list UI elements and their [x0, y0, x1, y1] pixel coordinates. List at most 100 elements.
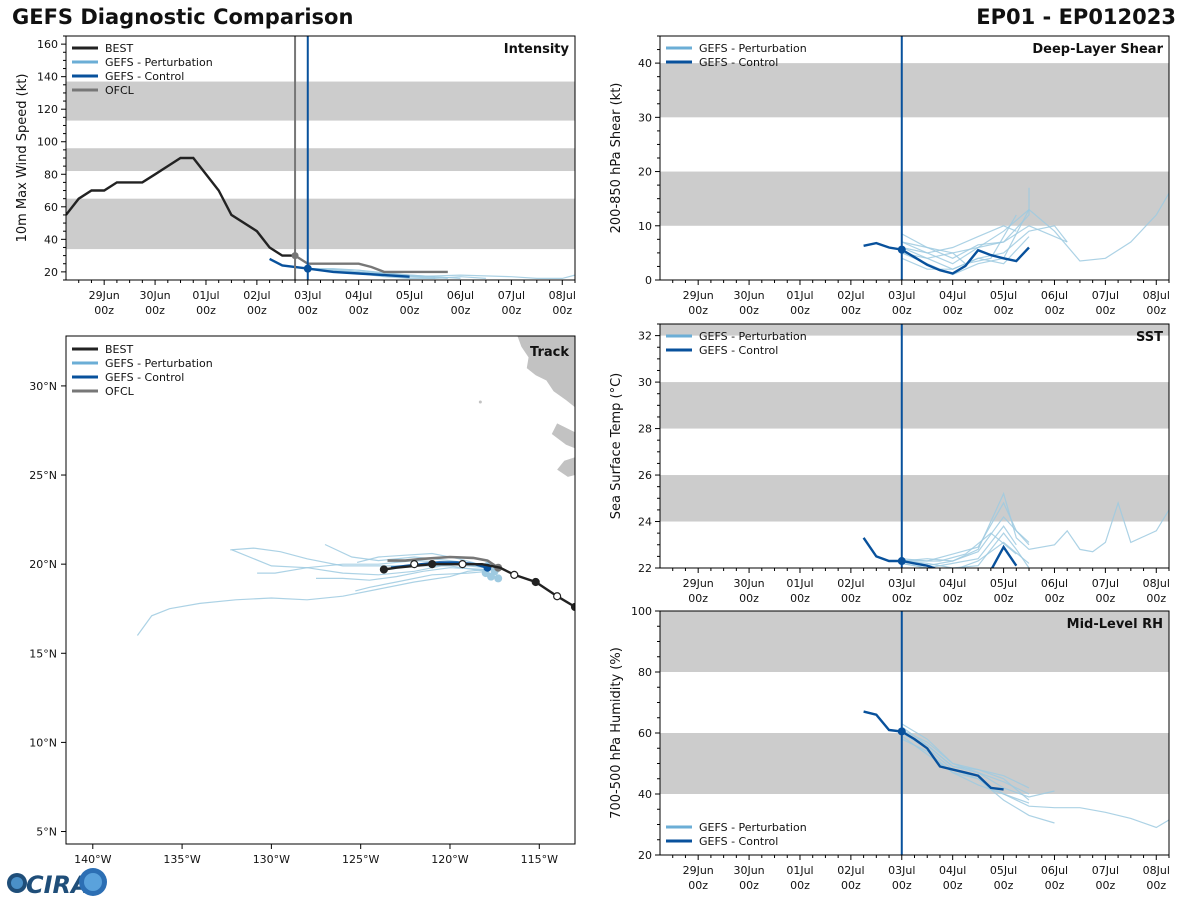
track-ytick-label: 25°N — [29, 469, 57, 482]
sst-xtick-label: 00z — [943, 592, 963, 605]
shear-ytick-label: 40 — [638, 57, 652, 70]
intensity-ytick-label: 60 — [44, 201, 58, 214]
intensity-ytick-label: 20 — [44, 266, 58, 279]
intensity-perturbation-line — [307, 268, 448, 279]
sst-xtick-label: 01Jul — [786, 577, 813, 590]
intensity-init-marker — [303, 264, 312, 273]
sst-frame — [659, 323, 1170, 569]
intensity-xtick-label: 07Jul — [498, 289, 525, 302]
sst-perturbation-line — [901, 532, 1030, 568]
rh-ytick-label: 60 — [638, 727, 652, 740]
track-perturbation-line — [356, 552, 486, 567]
shear-perturbation-line — [901, 214, 1017, 265]
intensity-xtick-label: 00z — [451, 304, 471, 317]
rh-ylabel: 700-500 hPa Humidity (%) — [609, 647, 624, 819]
rh-xtick-label: 00z — [841, 879, 861, 892]
intensity-band — [66, 148, 575, 172]
sst-control-line — [862, 537, 1018, 568]
intensity-xtick-label: 00z — [247, 304, 267, 317]
shear-xtick-label: 06Jul — [1041, 289, 1068, 302]
intensity-xtick-label: 00z — [196, 304, 216, 317]
track-ytick-label: 10°N — [29, 736, 57, 749]
track-xtick-label: 140°W — [74, 853, 111, 866]
shear-control-line — [863, 241, 1030, 275]
cira-logo-text: CIRA — [26, 871, 90, 899]
page-title: GEFS Diagnostic Comparison — [12, 5, 354, 29]
shear-xtick-label: 04Jul — [939, 289, 966, 302]
rh-xtick-label: 03Jul — [888, 864, 915, 877]
shear-band — [660, 171, 1169, 226]
sst-xtick-label: 00z — [790, 592, 810, 605]
track-legend-label: GEFS - Control — [105, 371, 184, 384]
rh-xtick-label: 00z — [688, 879, 708, 892]
rh-xtick-label: 08Jul — [1143, 864, 1170, 877]
rh-xtick-label: 00z — [1045, 879, 1065, 892]
intensity-ofcl-line — [294, 254, 448, 274]
track-perturbation-line — [316, 567, 486, 581]
sst-perturbation-line — [901, 525, 1017, 568]
shear-xtick-label: 29Jun — [683, 289, 714, 302]
intensity-ytick-label: 140 — [37, 71, 58, 84]
sst-ytick-label: 32 — [638, 330, 652, 343]
shear-perturbation-line — [901, 225, 1017, 254]
shear-xtick-label: 00z — [943, 304, 963, 317]
intensity-band — [66, 81, 575, 121]
track-land — [517, 336, 575, 408]
track-ytick-label: 20°N — [29, 558, 57, 571]
shear-ytick-label: 20 — [638, 166, 652, 179]
shear-ytick-label: 30 — [638, 111, 652, 124]
rh-xtick-label: 02Jul — [837, 864, 864, 877]
sst-xtick-label: 00z — [688, 592, 708, 605]
track-ofcl-line — [387, 555, 499, 569]
sst-init-marker — [897, 557, 906, 566]
track-xtick-label: 135°W — [163, 853, 200, 866]
shear-xtick-label: 00z — [1095, 304, 1115, 317]
intensity-plot-area — [66, 36, 575, 280]
rh-xtick-label: 00z — [790, 879, 810, 892]
intensity-xtick-label: 08Jul — [549, 289, 576, 302]
track-best-marker — [458, 560, 467, 569]
sst-xtick-label: 00z — [1146, 592, 1166, 605]
shear-xtick-label: 00z — [790, 304, 810, 317]
sst-xtick-label: 00z — [1095, 592, 1115, 605]
sst-xtick-label: 07Jul — [1092, 577, 1119, 590]
rh-band — [660, 733, 1169, 794]
track-panel: 140°W 135°W 130°W 125°W 120°W 115°W 5°N 10°N 15°… — [29, 335, 576, 866]
rh-perturbation-line — [901, 729, 1030, 789]
intensity-xtick-label: 00z — [349, 304, 369, 317]
intensity-xtick-label: 02Jul — [243, 289, 270, 302]
intensity-xtick-label: 03Jul — [294, 289, 321, 302]
storm-id: EP01 - EP012023 — [976, 5, 1176, 29]
sst-band — [660, 475, 1169, 522]
sst-perturbation-line — [901, 541, 1030, 568]
track-legend-label: GEFS - Perturbation — [105, 357, 213, 370]
sst-xtick-label: 29Jun — [683, 577, 714, 590]
track-xtick-label: 125°W — [342, 853, 379, 866]
track-legend-label: BEST — [105, 343, 133, 356]
sst-xtick-label: 06Jul — [1041, 577, 1068, 590]
track-xtick-label: 120°W — [431, 853, 468, 866]
track-legend-label: OFCL — [105, 385, 135, 398]
rh-perturbation-line — [901, 735, 1055, 824]
track-frame — [65, 335, 576, 845]
sst-ytick-label: 22 — [638, 562, 652, 575]
shear-init-marker — [897, 245, 906, 254]
shear-title: Deep-Layer Shear — [1032, 42, 1163, 57]
cira-logo-globe-inner — [11, 877, 23, 889]
sst-legend-label: GEFS - Perturbation — [699, 330, 807, 343]
sst-xtick-label: 04Jul — [939, 577, 966, 590]
shear-xtick-label: 00z — [688, 304, 708, 317]
shear-band — [660, 63, 1169, 118]
intensity-xtick-label: 00z — [145, 304, 165, 317]
shear-xtick-label: 05Jul — [990, 289, 1017, 302]
rh-xtick-label: 00z — [1146, 879, 1166, 892]
intensity-legend-label: BEST — [105, 42, 133, 55]
shear-xtick-label: 00z — [841, 304, 861, 317]
sst-ytick-label: 26 — [638, 469, 652, 482]
intensity-control-line — [269, 257, 410, 278]
intensity-best-line — [66, 156, 296, 257]
track-plot-area — [136, 336, 575, 636]
track-perturbation-point — [494, 574, 503, 583]
rh-xtick-label: 00z — [1095, 879, 1115, 892]
